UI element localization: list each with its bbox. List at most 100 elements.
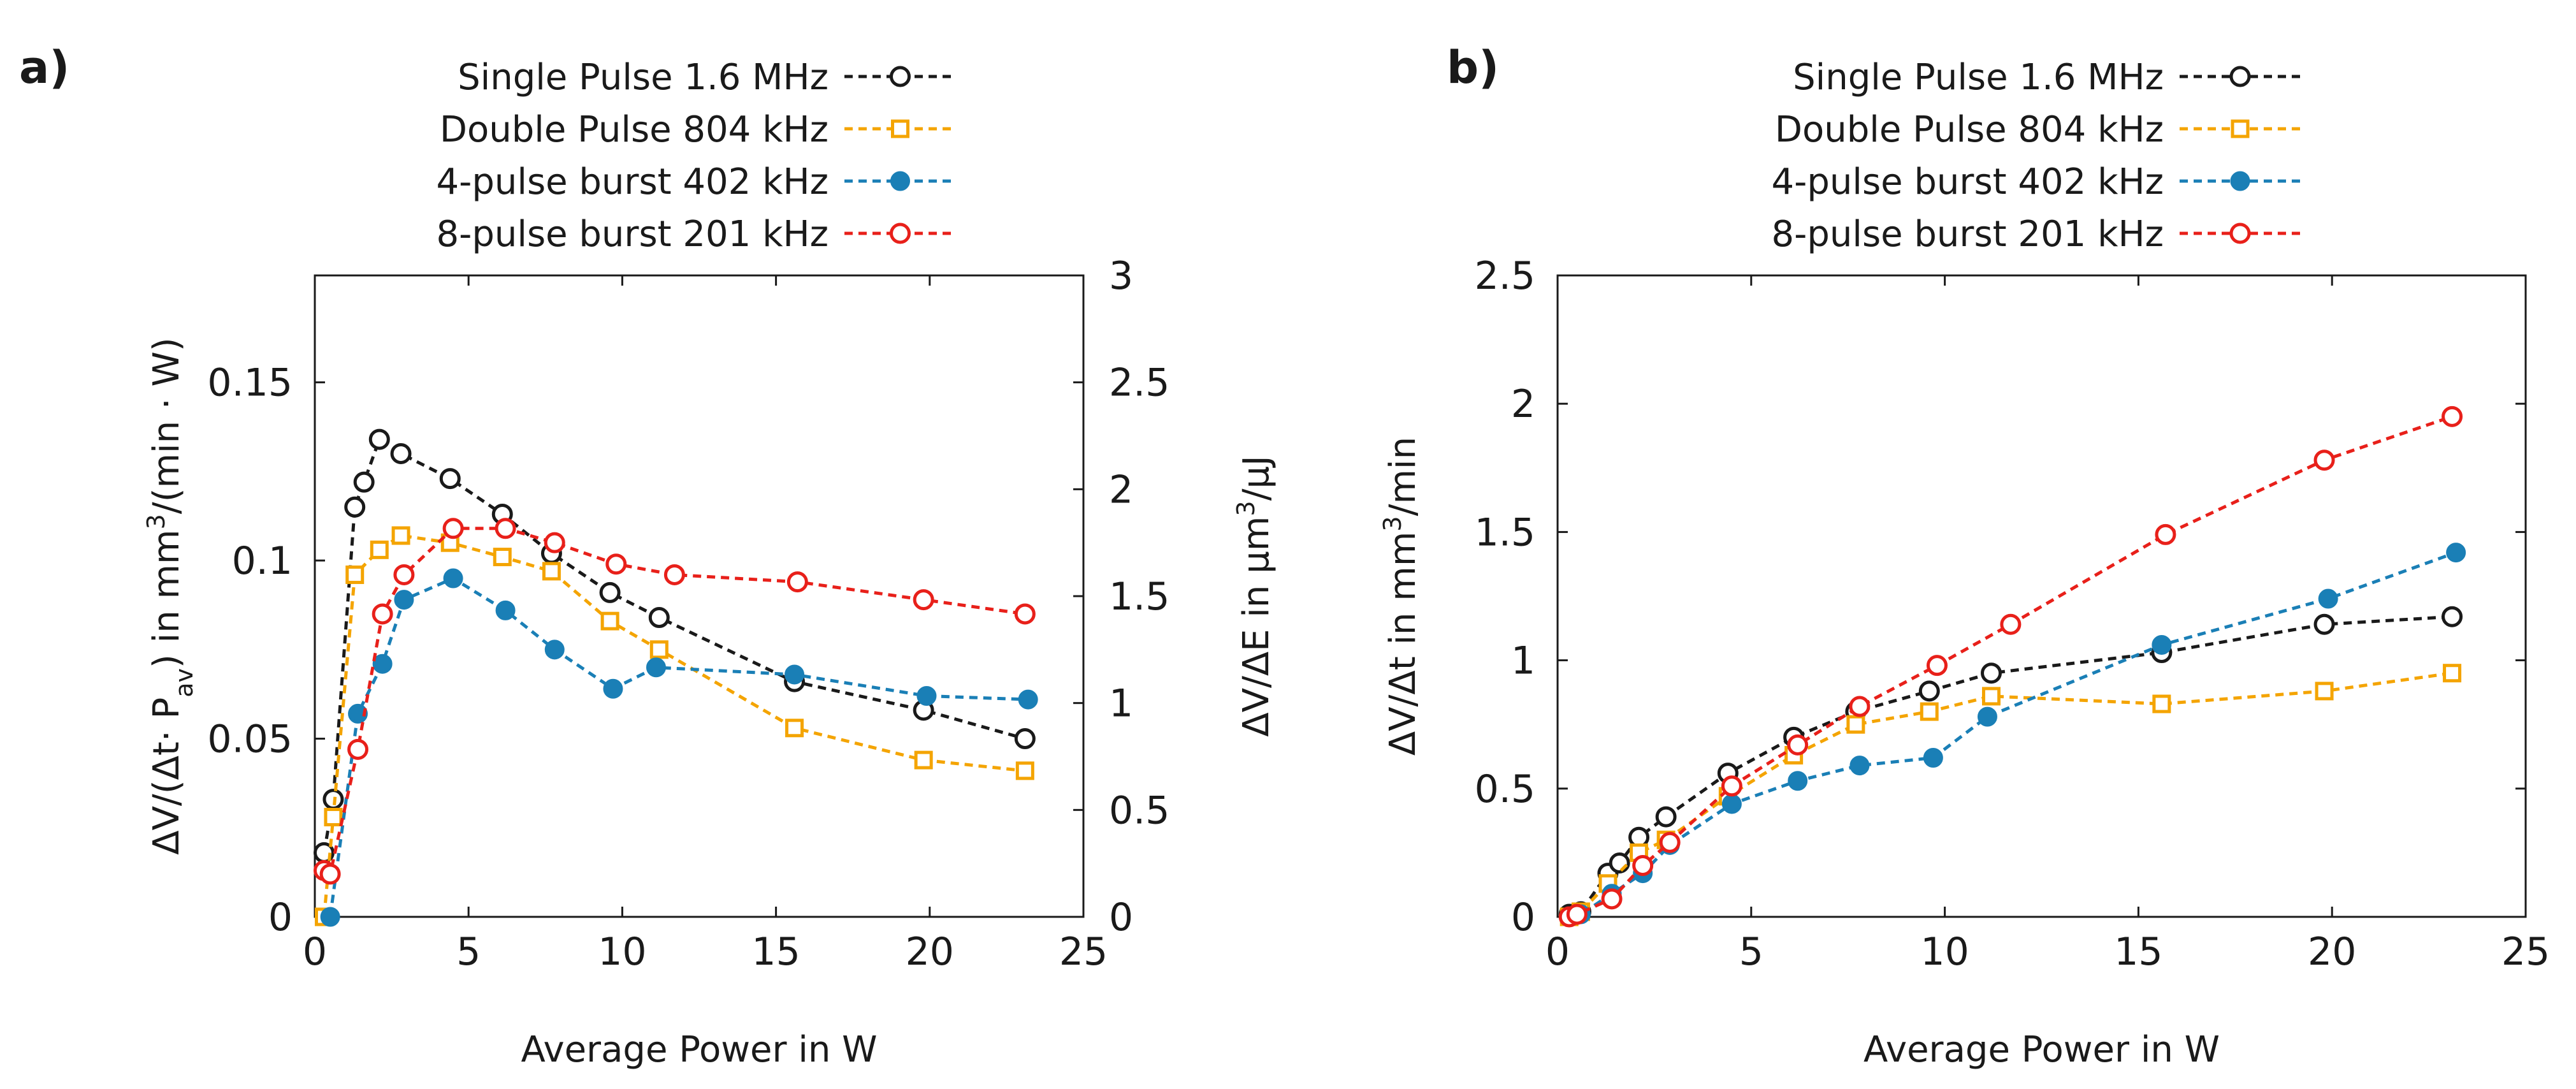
plot-frame [314,274,1085,918]
data-point [2315,682,2334,701]
data-point [2152,634,2172,655]
legend-label: Double Pulse 804 kHz [1775,109,2164,150]
data-point [319,863,341,885]
legend-marker [890,223,911,244]
y-tick-label: 0.05 [207,717,293,762]
data-point [2000,613,2022,635]
series-3 [320,568,1038,927]
legend-marker [891,119,909,138]
data-point [353,471,375,493]
data-point [600,611,619,631]
y-tick-label: 0.15 [207,361,293,406]
data-point [785,664,805,685]
x-tick-label: 5 [456,930,481,974]
data-point [391,526,410,545]
data-point [1721,775,1742,797]
data-point [1014,728,1036,750]
data-point [914,750,933,770]
y2-axis-title: ΔV/ΔE in μm3/μJ [1232,455,1277,736]
data-point [368,428,390,450]
legend-entry: 8-pulse burst 201 kHz [437,214,956,255]
data-point [786,571,808,593]
data-point [646,657,666,678]
series-line [322,437,1025,853]
data-point [1659,831,1681,853]
y-tick-label: 0 [1511,895,1535,940]
data-point [1015,761,1034,780]
data-point [605,553,627,575]
x-tick-label: 10 [1920,930,1969,974]
y-tick-label: 0 [268,895,293,940]
x-tick-label: 15 [751,930,800,974]
y2-tick-label: 1 [1109,682,1133,726]
data-point [1920,702,1939,721]
data-point [372,603,393,625]
data-point [599,581,621,603]
legend-marker [2230,171,2250,191]
data-point [649,640,669,659]
data-point [1787,734,1809,756]
data-point [2152,694,2171,713]
legend-entry: 8-pulse burst 201 kHz [1772,214,2301,255]
x-tick-label: 25 [2501,930,2550,974]
data-point [785,719,804,738]
data-point [1923,748,1943,768]
series-line [1568,671,2452,919]
data-point [2442,406,2463,427]
legend-marker [2231,119,2250,138]
legend-entry: Single Pulse 1.6 MHz [458,57,956,98]
series-2 [314,526,1034,926]
y-axis-title-part: ΔV/(Δt· P [146,698,187,855]
data-point [1601,888,1623,910]
series-line [1568,414,2453,919]
x-tick-label: 20 [906,930,954,974]
legend-label: 4-pulse burst 402 kHz [1772,161,2164,203]
y-tick-label: 0.1 [232,539,293,583]
y-axis-title-part: 3 [1378,516,1407,531]
legend-label: 8-pulse burst 201 kHz [1772,214,2164,255]
data-point [2446,543,2466,563]
legend-marker [2229,223,2251,244]
legend-entry: Double Pulse 804 kHz [440,109,956,150]
legend-label: 4-pulse burst 402 kHz [437,161,829,203]
data-point [1655,806,1677,828]
y-axis-title: ΔV/Δt in mm3/min [1378,437,1424,756]
x-tick-label: 0 [1545,930,1570,974]
data-point [345,565,365,584]
data-point [542,562,561,581]
y-axis-title: ΔV/(Δt· Pav) in mm3/(min · W) [142,337,198,854]
y2-tick-label: 0 [1109,895,1133,940]
legend-label: Single Pulse 1.6 MHz [458,57,829,98]
x-tick-label: 20 [2308,930,2356,974]
legend-marker [2229,66,2251,87]
data-point [1926,655,1948,676]
legend-label: Double Pulse 804 kHz [440,109,829,150]
y-axis-title-part: ) in mm [146,529,187,668]
y-tick-label: 1 [1511,639,1535,683]
data-point [544,532,565,553]
x-tick-label: 5 [1739,930,1763,974]
data-point [2443,664,2462,683]
data-point [495,518,516,539]
data-point [439,468,461,490]
chart-panel-a: a)0 5 10 15 20 2500.050.10.1500.511.522.53ΔV/… [19,41,1277,1071]
data-point [324,808,343,827]
y-tick-label: 1.5 [1475,510,1535,555]
data-point [2313,449,2335,471]
y-axis-title-part: /(min · W) [146,337,187,514]
data-point [442,518,464,539]
y-axis-title-part: av [170,668,198,698]
data-point [2313,613,2335,635]
data-point [1609,852,1630,873]
data-point [493,548,512,567]
legend-marker [890,171,910,191]
data-point [2442,606,2463,627]
legend-entry: Single Pulse 1.6 MHz [1793,57,2301,98]
data-point [1849,756,1870,776]
data-point [348,703,368,724]
legend-entry: Double Pulse 804 kHz [1775,109,2301,150]
data-point [544,640,565,660]
data-point [2318,588,2338,609]
data-point [495,600,516,620]
y-axis-title-part: /min [1382,437,1424,516]
